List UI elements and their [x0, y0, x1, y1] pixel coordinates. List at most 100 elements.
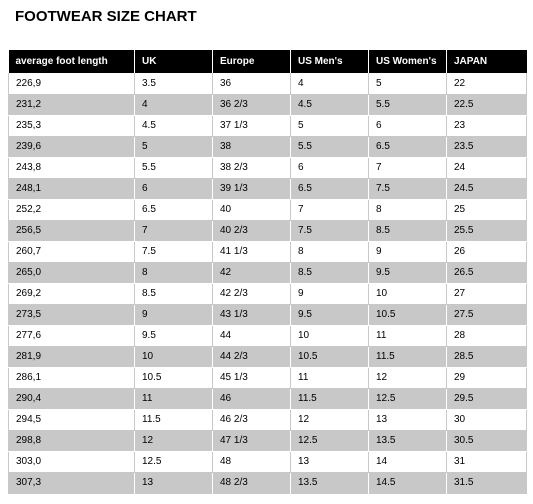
cell-europe: 42 2/3 — [212, 283, 291, 305]
cell-japan: 27 — [446, 283, 527, 305]
table-row: 231,2 4 36 2/3 4.5 5.5 22.5 — [8, 94, 527, 116]
cell-uk: 11 — [134, 388, 213, 410]
cell-uk: 12 — [134, 430, 213, 452]
cell-us-womens: 9.5 — [368, 262, 447, 284]
table-row: 265,0 8 42 8.5 9.5 26.5 — [8, 262, 527, 284]
cell-us-mens: 4 — [290, 73, 369, 95]
cell-us-mens: 6.5 — [290, 178, 369, 200]
cell-europe: 48 2/3 — [212, 472, 291, 493]
table-row: 281,9 10 44 2/3 10.5 11.5 28.5 — [8, 346, 527, 368]
cell-uk: 5.5 — [134, 157, 213, 179]
cell-us-womens: 13 — [368, 409, 447, 431]
cell-us-womens: 5 — [368, 73, 447, 95]
cell-foot-length: 265,0 — [8, 262, 135, 284]
cell-foot-length: 307,3 — [8, 472, 135, 493]
cell-japan: 26.5 — [446, 262, 527, 284]
cell-us-mens: 8.5 — [290, 262, 369, 284]
page-title: FOOTWEAR SIZE CHART — [15, 8, 197, 25]
cell-us-womens: 14.5 — [368, 472, 447, 493]
cell-japan: 23 — [446, 115, 527, 137]
cell-us-womens: 11.5 — [368, 346, 447, 368]
table-row: 298,8 12 47 1/3 12.5 13.5 30.5 — [8, 430, 527, 452]
cell-japan: 22.5 — [446, 94, 527, 116]
cell-foot-length: 260,7 — [8, 241, 135, 263]
cell-foot-length: 243,8 — [8, 157, 135, 179]
table-row: 248,1 6 39 1/3 6.5 7.5 24.5 — [8, 178, 527, 200]
table-row: 243,8 5.5 38 2/3 6 7 24 — [8, 157, 527, 179]
cell-us-mens: 7.5 — [290, 220, 369, 242]
table-row: 239,6 5 38 5.5 6.5 23.5 — [8, 136, 527, 158]
table-row: 226,9 3.5 36 4 5 22 — [8, 73, 527, 95]
cell-us-womens: 7 — [368, 157, 447, 179]
cell-uk: 7 — [134, 220, 213, 242]
cell-europe: 46 2/3 — [212, 409, 291, 431]
cell-foot-length: 286,1 — [8, 367, 135, 389]
cell-foot-length: 252,2 — [8, 199, 135, 221]
cell-us-womens: 14 — [368, 451, 447, 473]
table-row: 290,4 11 46 11.5 12.5 29.5 — [8, 388, 527, 410]
cell-foot-length: 269,2 — [8, 283, 135, 305]
cell-uk: 11.5 — [134, 409, 213, 431]
cell-uk: 8 — [134, 262, 213, 284]
cell-foot-length: 294,5 — [8, 409, 135, 431]
cell-europe: 36 — [212, 73, 291, 95]
cell-us-mens: 12 — [290, 409, 369, 431]
cell-japan: 23.5 — [446, 136, 527, 158]
cell-uk: 10.5 — [134, 367, 213, 389]
cell-us-womens: 10 — [368, 283, 447, 305]
cell-uk: 9 — [134, 304, 213, 326]
cell-us-mens: 11 — [290, 367, 369, 389]
column-header-us-mens: US Men's — [290, 50, 369, 73]
cell-foot-length: 231,2 — [8, 94, 135, 116]
cell-foot-length: 248,1 — [8, 178, 135, 200]
header-row: average foot length UK Europe US Men's U… — [8, 50, 527, 73]
cell-europe: 48 — [212, 451, 291, 473]
cell-foot-length: 226,9 — [8, 73, 135, 95]
cell-us-womens: 7.5 — [368, 178, 447, 200]
table-row: 252,2 6.5 40 7 8 25 — [8, 199, 527, 221]
cell-uk: 7.5 — [134, 241, 213, 263]
cell-japan: 31 — [446, 451, 527, 473]
table-row: 307,3 13 48 2/3 13.5 14.5 31.5 — [8, 472, 527, 493]
cell-europe: 45 1/3 — [212, 367, 291, 389]
cell-foot-length: 277,6 — [8, 325, 135, 347]
cell-europe: 42 — [212, 262, 291, 284]
column-header-japan: JAPAN — [446, 50, 527, 73]
cell-japan: 25.5 — [446, 220, 527, 242]
column-header-us-womens: US Women's — [368, 50, 447, 73]
cell-japan: 29.5 — [446, 388, 527, 410]
cell-europe: 46 — [212, 388, 291, 410]
cell-us-womens: 12.5 — [368, 388, 447, 410]
cell-europe: 40 — [212, 199, 291, 221]
cell-foot-length: 256,5 — [8, 220, 135, 242]
cell-europe: 44 — [212, 325, 291, 347]
cell-us-mens: 11.5 — [290, 388, 369, 410]
column-header-uk: UK — [134, 50, 213, 73]
cell-us-womens: 6.5 — [368, 136, 447, 158]
cell-us-womens: 8 — [368, 199, 447, 221]
cell-japan: 29 — [446, 367, 527, 389]
cell-japan: 31.5 — [446, 472, 527, 493]
cell-us-mens: 9.5 — [290, 304, 369, 326]
size-chart-table: average foot length UK Europe US Men's U… — [8, 50, 527, 494]
cell-japan: 22 — [446, 73, 527, 95]
cell-us-womens: 11 — [368, 325, 447, 347]
column-header-europe: Europe — [212, 50, 291, 73]
table-row: 260,7 7.5 41 1/3 8 9 26 — [8, 241, 527, 263]
table-row: 294,5 11.5 46 2/3 12 13 30 — [8, 409, 527, 431]
cell-us-mens: 13.5 — [290, 472, 369, 493]
cell-us-mens: 4.5 — [290, 94, 369, 116]
cell-foot-length: 290,4 — [8, 388, 135, 410]
cell-japan: 30.5 — [446, 430, 527, 452]
table-row: 303,0 12.5 48 13 14 31 — [8, 451, 527, 473]
cell-europe: 38 — [212, 136, 291, 158]
cell-us-womens: 10.5 — [368, 304, 447, 326]
cell-us-womens: 8.5 — [368, 220, 447, 242]
cell-japan: 28 — [446, 325, 527, 347]
cell-japan: 24 — [446, 157, 527, 179]
cell-europe: 44 2/3 — [212, 346, 291, 368]
cell-us-womens: 6 — [368, 115, 447, 137]
table-row: 269,2 8.5 42 2/3 9 10 27 — [8, 283, 527, 305]
cell-us-mens: 12.5 — [290, 430, 369, 452]
cell-uk: 3.5 — [134, 73, 213, 95]
